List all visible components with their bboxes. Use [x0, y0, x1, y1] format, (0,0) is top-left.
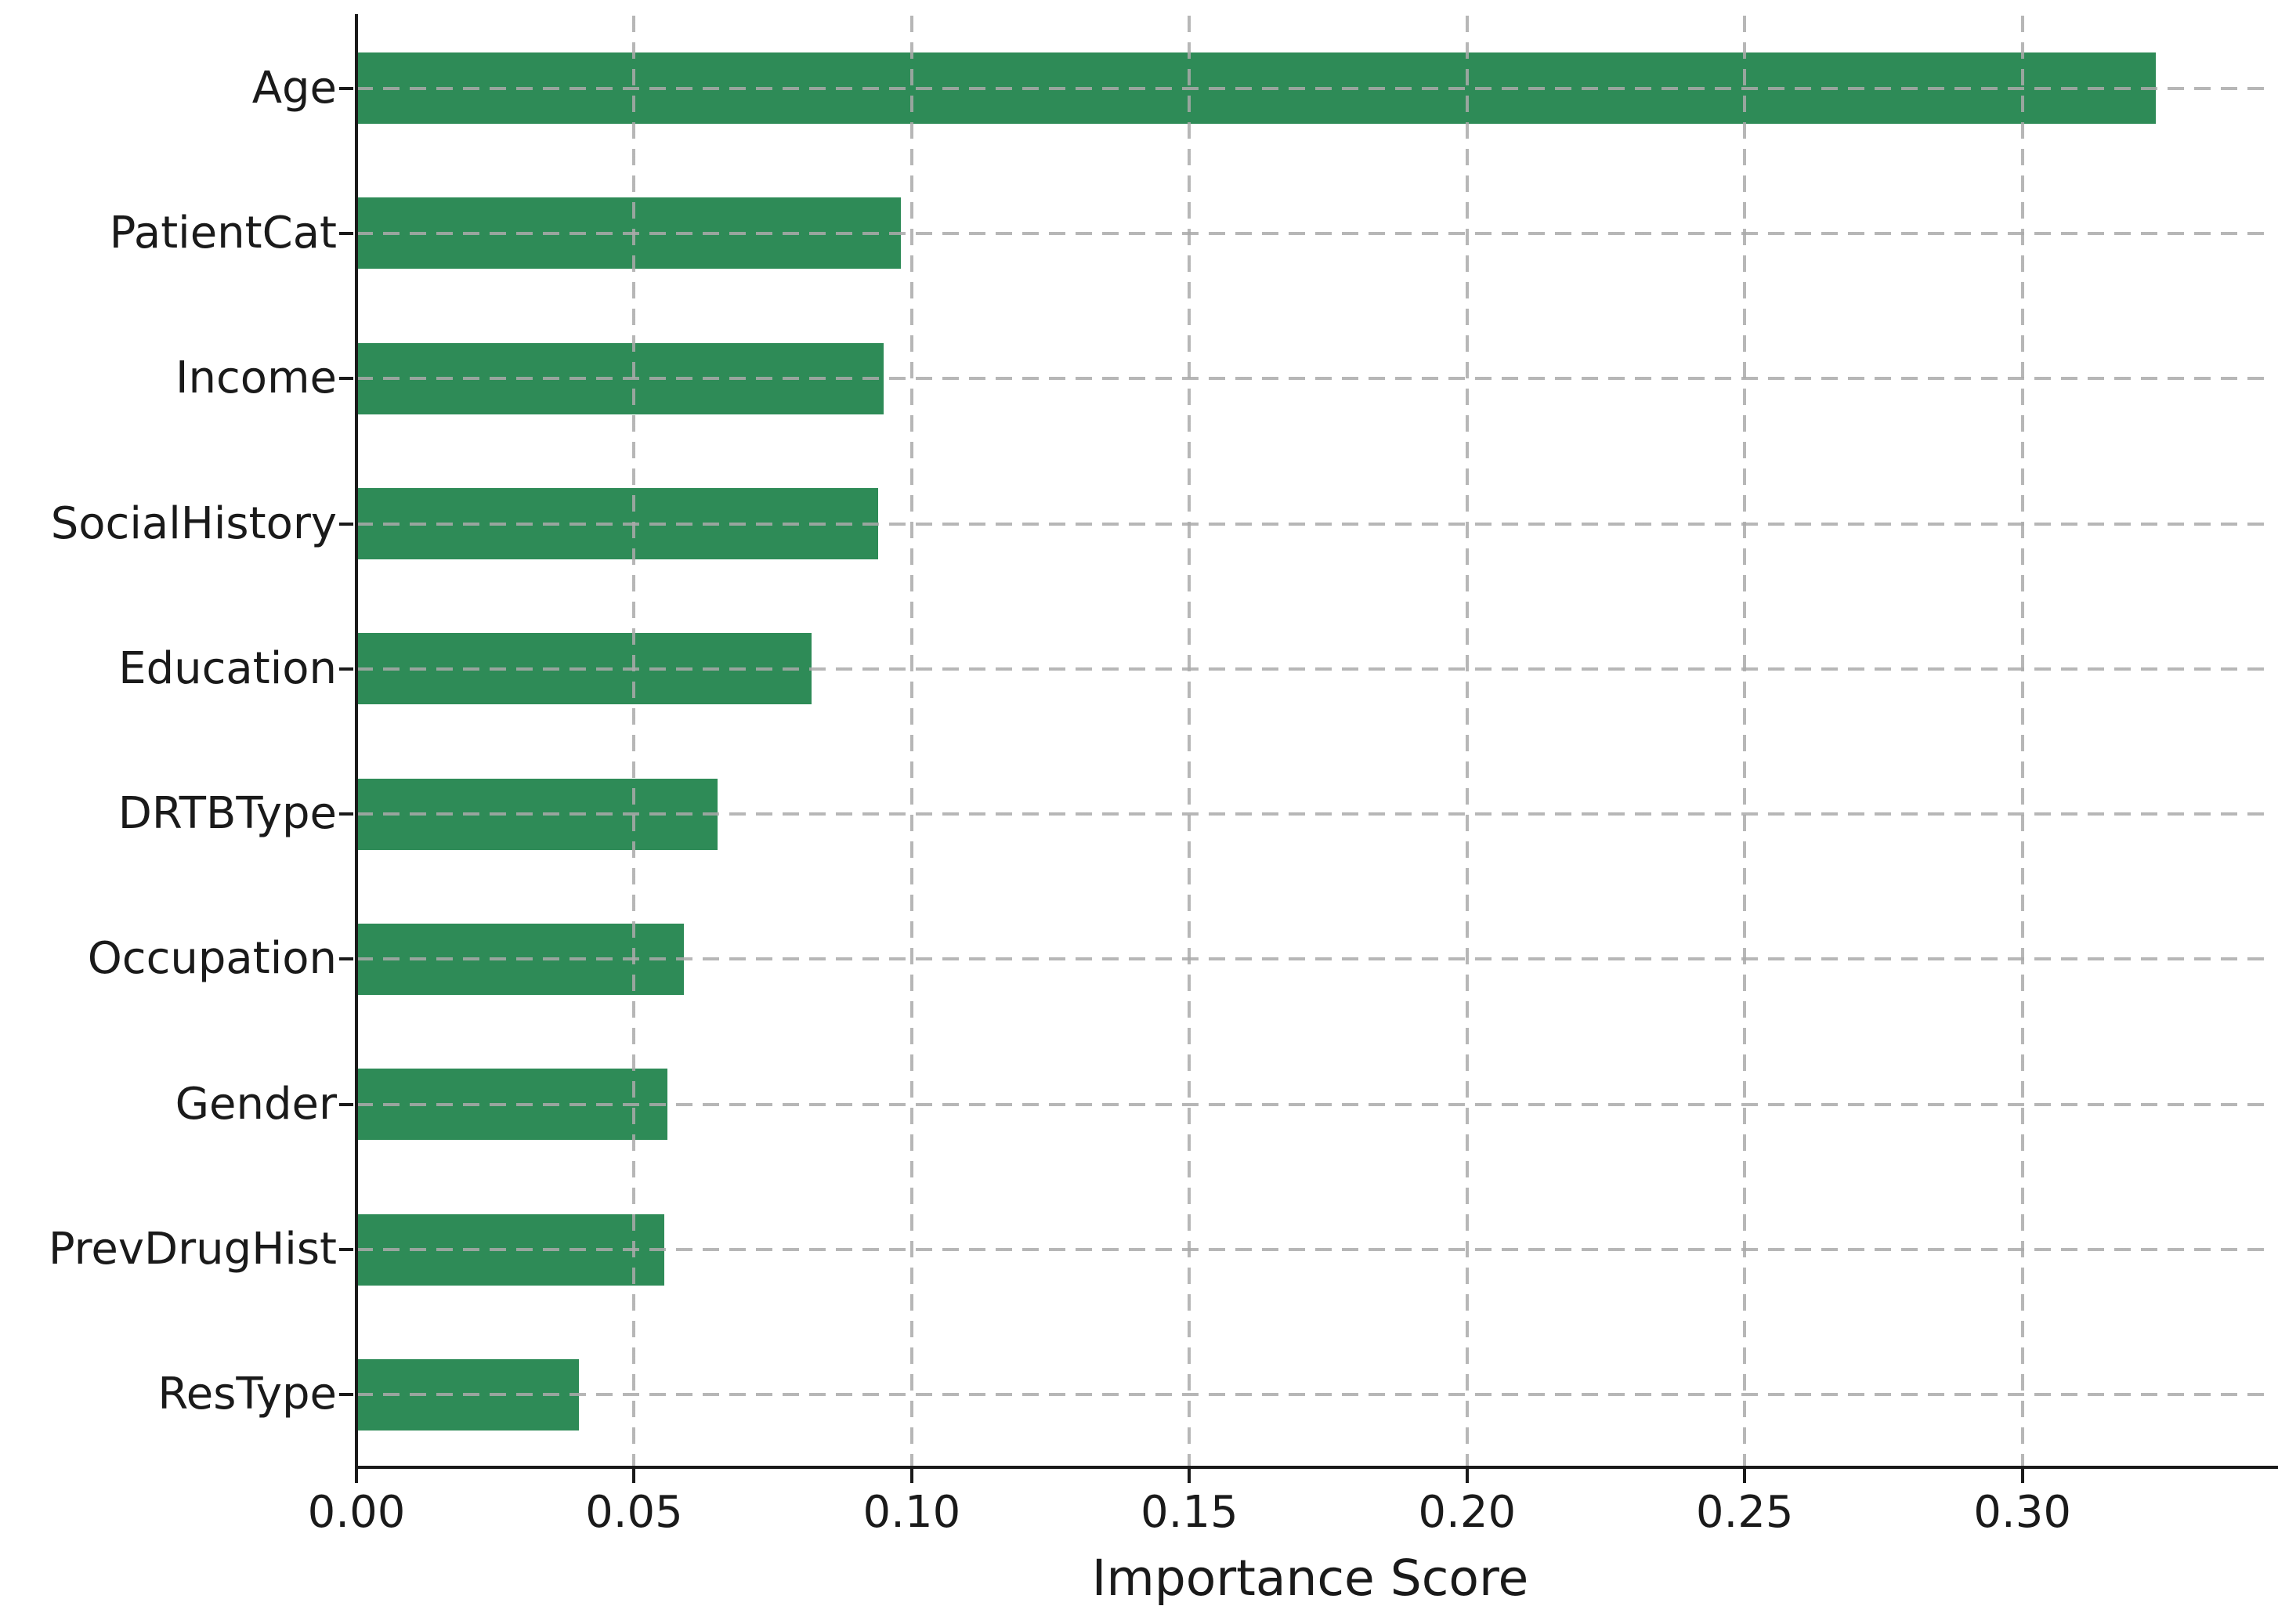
y-tick-label: DRTBType: [118, 788, 337, 840]
y-tick: [339, 377, 353, 381]
y-tick: [339, 1248, 353, 1252]
y-tick-label: Occupation: [87, 933, 337, 985]
v-gridline: [1188, 16, 1191, 1467]
y-tick: [339, 522, 353, 526]
h-gridline: [356, 377, 2264, 381]
y-tick-label: SocialHistory: [50, 497, 337, 549]
h-gridline: [356, 231, 2264, 235]
h-gridline: [356, 522, 2264, 526]
h-gridline: [356, 957, 2264, 961]
y-tick: [339, 812, 353, 816]
v-gridline: [632, 16, 636, 1467]
x-axis-spine: [355, 1466, 2278, 1469]
x-tick-label: 0.20: [1418, 1487, 1517, 1538]
y-tick-label: Education: [118, 642, 337, 694]
y-tick-label: Gender: [175, 1078, 337, 1130]
v-gridline: [909, 16, 913, 1467]
y-tick: [339, 1102, 353, 1106]
x-tick: [1465, 1469, 1469, 1483]
x-tick: [2020, 1469, 2024, 1483]
y-tick-label: PatientCat: [109, 207, 337, 259]
y-tick: [339, 86, 353, 90]
x-tick-label: 0.10: [862, 1487, 961, 1538]
y-tick-label: PrevDrugHist: [48, 1224, 337, 1275]
y-tick: [339, 667, 353, 671]
x-tick: [1188, 1469, 1191, 1483]
x-tick-label: 0.00: [307, 1487, 406, 1538]
x-tick-label: 0.25: [1695, 1487, 1794, 1538]
x-tick: [632, 1469, 636, 1483]
v-gridline: [2020, 16, 2024, 1467]
x-tick-label: 0.05: [585, 1487, 683, 1538]
y-tick-label: ResType: [157, 1369, 337, 1420]
y-tick-label: Age: [251, 62, 337, 114]
v-gridline: [1465, 16, 1469, 1467]
x-tick-label: 0.15: [1140, 1487, 1238, 1538]
h-gridline: [356, 812, 2264, 816]
x-axis-title: Importance Score: [1091, 1550, 1529, 1607]
y-tick-label: Income: [175, 353, 337, 404]
y-tick: [339, 1393, 353, 1397]
x-tick-label: 0.30: [1973, 1487, 2071, 1538]
h-gridline: [356, 1393, 2264, 1397]
x-tick: [1743, 1469, 1747, 1483]
h-gridline: [356, 1248, 2264, 1252]
x-tick: [355, 1469, 358, 1483]
h-gridline: [356, 86, 2264, 90]
y-tick: [339, 231, 353, 235]
v-gridline: [1743, 16, 1747, 1467]
y-tick: [339, 957, 353, 961]
y-axis-spine: [355, 14, 358, 1469]
h-gridline: [356, 667, 2264, 671]
x-tick: [909, 1469, 913, 1483]
plot-area: Importance Score 0.00 0.05 0.10 0.15 0.20 0.2…: [49, 14, 2278, 1603]
h-gridline: [356, 1102, 2264, 1106]
